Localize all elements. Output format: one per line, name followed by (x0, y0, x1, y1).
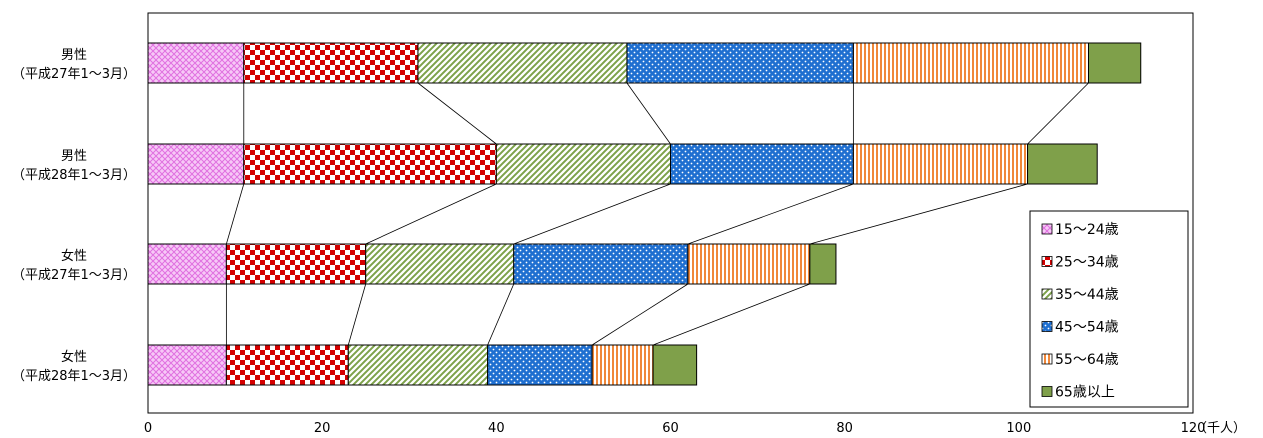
bar-segment (147, 143, 245, 185)
series-line (417, 82, 497, 145)
series-line (591, 283, 689, 346)
x-tick-label: 100 (1006, 421, 1031, 436)
bar-segment (147, 42, 245, 84)
legend-label: 25～34歳 (1055, 255, 1119, 271)
bars (147, 42, 1142, 386)
category-labels: 男性（平成27年1～3月） 男性（平成28年1～3月） 女性（平成27年1～3月） 女… (12, 48, 136, 384)
series-lines (225, 82, 1089, 346)
bar-segment (417, 42, 628, 84)
bar-segment (1088, 42, 1142, 84)
legend-swatch (1041, 256, 1053, 267)
legend-label: 15～24歳 (1055, 222, 1119, 238)
series-line (1027, 82, 1089, 145)
x-tick-label: 60 (662, 421, 679, 436)
x-tick-label: 80 (836, 421, 853, 436)
x-axis-unit: （千人） (1194, 421, 1246, 436)
series-line (365, 183, 497, 245)
series-line (347, 283, 367, 346)
series-line (225, 183, 245, 245)
bar-segment (243, 42, 419, 84)
x-tick-label: 0 (144, 421, 152, 436)
x-tick-label: 120 (1181, 421, 1206, 436)
legend-swatch (1041, 353, 1053, 365)
bar-segment (687, 243, 811, 285)
legend-label: 65歳以上 (1055, 385, 1115, 401)
category-label: 女性（平成28年1～3月） (12, 349, 136, 384)
bar-segment (487, 344, 593, 386)
legend-box (1029, 210, 1189, 408)
series-line (513, 183, 671, 245)
bar-segment (147, 243, 227, 285)
bar-segment (809, 243, 837, 285)
legend-label: 55～64歳 (1055, 352, 1119, 368)
bar-segment (495, 143, 672, 185)
category-label: 男性（平成28年1～3月） (12, 149, 136, 183)
series-line (626, 82, 671, 145)
bar-segment (225, 243, 367, 285)
legend-swatch (1041, 288, 1053, 300)
bar-segment (852, 143, 1029, 185)
bar-segment (1027, 143, 1098, 185)
bar-segment (852, 42, 1089, 84)
legend-swatch (1041, 386, 1053, 397)
series-line (487, 283, 515, 346)
series-line (687, 183, 854, 245)
bar-segment (652, 344, 698, 386)
bar-segment (670, 143, 854, 185)
bar-segment (225, 344, 349, 386)
series-line (809, 183, 1028, 245)
x-axis-ticks: 0 20 40 60 80 100 120 (144, 421, 1206, 436)
bar-segment (243, 143, 497, 185)
bar-segment (347, 344, 489, 386)
bar-segment (365, 243, 515, 285)
category-label: 男性（平成27年1～3月） (12, 48, 136, 82)
bar-segment (626, 42, 854, 84)
x-tick-label: 40 (488, 421, 505, 436)
legend-swatch (1041, 223, 1053, 235)
legend: 15～24歳 25～34歳 35～44歳 45～54歳 55～64歳 65歳以上 (1029, 210, 1189, 408)
category-label: 女性（平成27年1～3月） (12, 248, 136, 283)
bar-segment (513, 243, 689, 285)
bar-segment (591, 344, 654, 386)
bar-segment (147, 344, 227, 386)
legend-label: 35～44歳 (1055, 287, 1119, 303)
legend-label: 45～54歳 (1055, 320, 1119, 336)
series-line (652, 283, 810, 346)
legend-swatch (1041, 321, 1053, 332)
x-tick-label: 20 (314, 421, 331, 436)
